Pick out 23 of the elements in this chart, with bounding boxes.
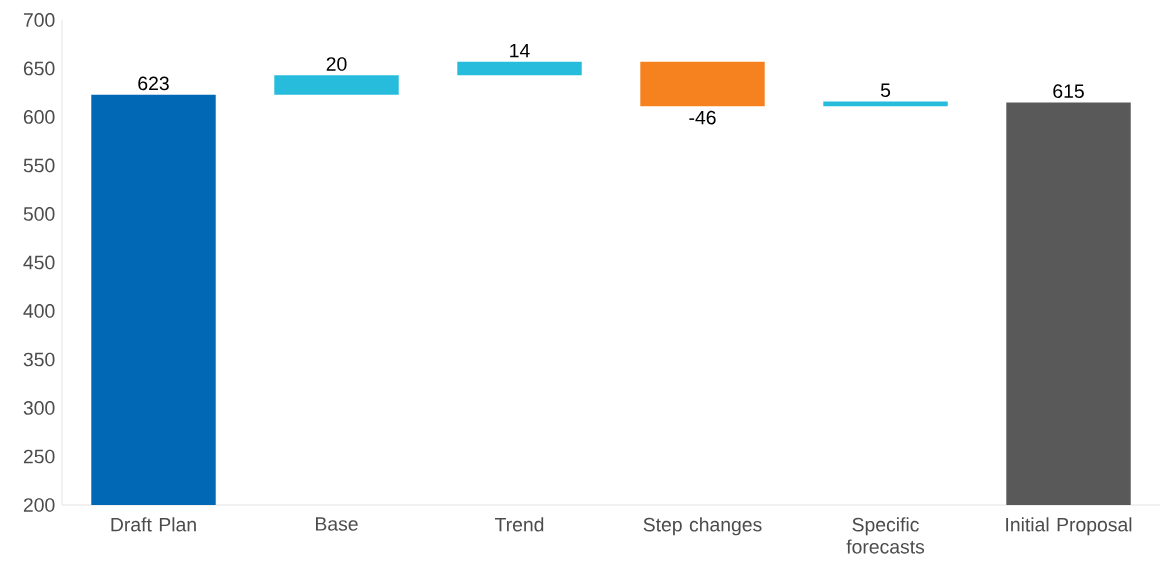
x-tick-label: Specific forecasts [846,517,925,554]
x-tick-label: Step changes [643,517,762,536]
y-tick-label: 700 [23,13,55,27]
x-tick-label: Draft Plan [111,517,196,532]
data-label: 14 [510,43,530,58]
y-tick-label: 500 [23,207,55,221]
y-tick-label: 350 [23,352,55,367]
y-tick-label: 400 [23,304,55,318]
y-tick-label: 650 [23,61,55,76]
y-tick-label: 450 [23,255,55,270]
y-tick-label: 200 [23,498,55,512]
y-tick-label: 600 [23,110,55,124]
y-tick-label: 300 [23,401,55,415]
x-tick-label: Initial Proposal [1006,517,1132,536]
x-tick-label: Trend [495,517,544,532]
data-label: 615 [1053,84,1084,99]
y-tick-label: 550 [23,158,55,173]
x-tick-label: Base [316,517,358,531]
data-label: 5 [880,83,891,98]
data-label: 623 [138,76,169,91]
data-label: 20 [326,57,347,71]
data-label: -46 [689,110,716,125]
y-tick-label: 250 [23,449,55,464]
